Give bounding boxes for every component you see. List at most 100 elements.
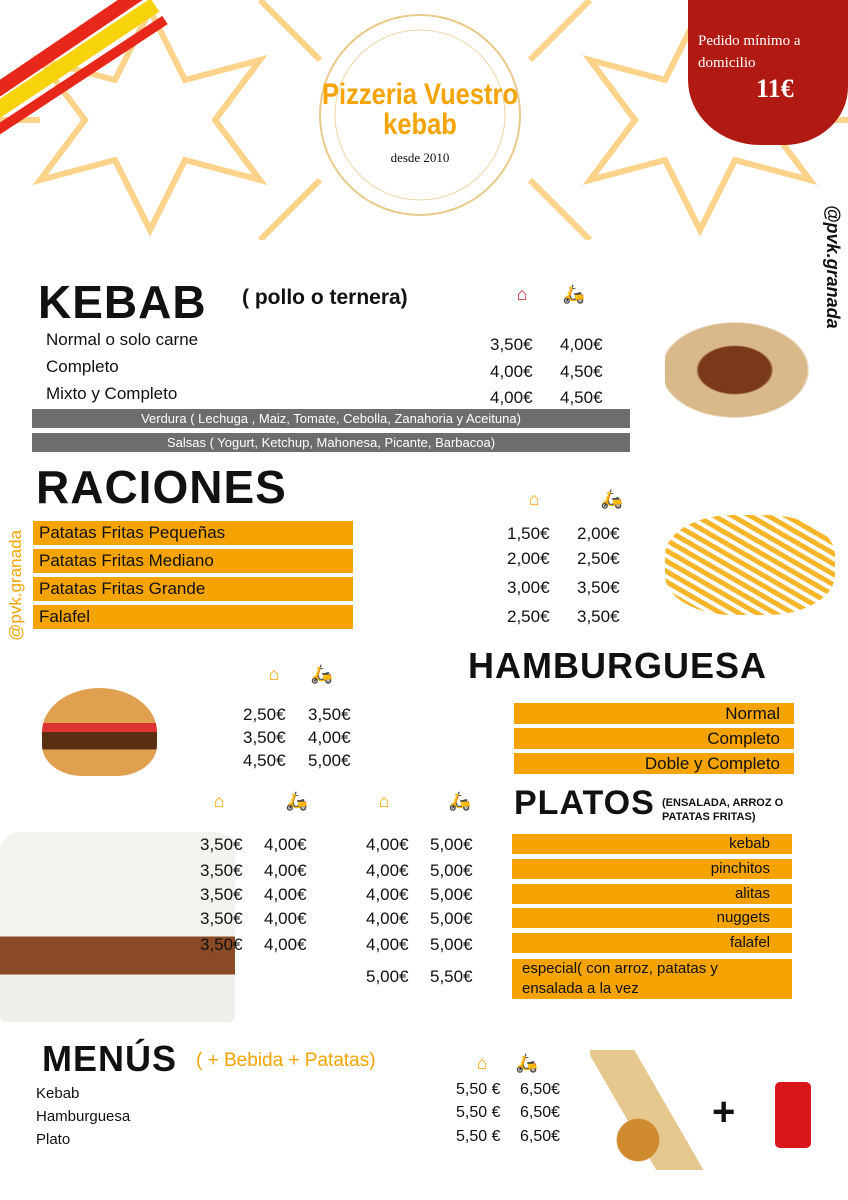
house-icon: ⌂ (528, 488, 540, 509)
price: 3,50€ (577, 578, 620, 597)
price: 5,50€ (430, 967, 473, 986)
price: 5,50 € (456, 1128, 501, 1145)
price: 5,50 € (456, 1081, 501, 1098)
price: 4,00€ (308, 728, 351, 747)
soda-can-image (775, 1082, 811, 1148)
min-order-label: Pedido mínimo a domicilio (698, 33, 801, 71)
min-order-badge: Pedido mínimo a domicilio 11€ (688, 0, 848, 145)
price: 5,00€ (308, 751, 351, 770)
delivery-scooter-icon: 🛵 (600, 488, 624, 509)
menus-item-1: Hamburguesa (36, 1108, 131, 1125)
logo-title: Pizzeria Vuestro kebab (321, 78, 519, 141)
fries-image (665, 515, 835, 615)
price: 4,00€ (366, 885, 409, 904)
kebab-title: KEBAB (38, 276, 207, 328)
platos-item-3: nuggets (512, 908, 792, 928)
kebab-item-2: Mixto y Completo (46, 384, 178, 403)
price: 2,50€ (507, 607, 550, 626)
takeaway-box-image (0, 832, 235, 1022)
raciones-item-1: Patatas Fritas Mediano (33, 549, 353, 573)
price: 2,00€ (577, 524, 620, 543)
header-pattern (0, 0, 848, 240)
platos-item-4: falafel (512, 933, 792, 953)
platos-item-1: pinchitos (512, 859, 792, 879)
hamburguesa-item-1: Completo (514, 728, 794, 749)
price: 6,50€ (520, 1128, 561, 1145)
kebab-subtitle: ( pollo o ternera) (242, 286, 408, 309)
price: 3,50€ (308, 705, 351, 724)
price: 5,00€ (366, 967, 409, 986)
price: 4,50€ (560, 362, 603, 381)
menus-subtitle: ( + Bebida + Patatas) (196, 1050, 376, 1071)
price: 4,00€ (264, 935, 307, 954)
price: 3,50€ (200, 935, 243, 954)
price: 5,00€ (430, 835, 473, 854)
price: 4,00€ (264, 885, 307, 904)
price: 2,50€ (243, 705, 286, 724)
price: 4,00€ (264, 835, 307, 854)
price: 4,00€ (366, 835, 409, 854)
delivery-scooter-icon: 🛵 (285, 790, 309, 811)
price: 5,50 € (456, 1104, 501, 1121)
platos-item-5: especial( con arroz, patatas y ensalada … (512, 959, 792, 999)
raciones-item-2: Patatas Fritas Grande (33, 577, 353, 601)
kebab-item-0: Normal o solo carne (46, 330, 199, 349)
house-icon: ⌂ (268, 663, 280, 684)
price: 3,50€ (200, 885, 243, 904)
menu-combo-image (590, 1050, 710, 1170)
price: 3,50€ (200, 835, 243, 854)
kebab-note-vegetables: Verdura ( Lechuga , Maiz, Tomate, Ceboll… (32, 409, 630, 428)
kebab-item-1: Completo (46, 357, 119, 376)
price: 4,50€ (560, 388, 603, 407)
menus-item-2: Plato (36, 1131, 71, 1148)
price: 2,00€ (507, 549, 550, 568)
house-icon: ⌂ (213, 790, 225, 811)
price: 4,00€ (366, 909, 409, 928)
price: 4,50€ (243, 751, 286, 770)
price: 3,50€ (200, 909, 243, 928)
platos-subtitle: (ENSALADA, ARROZ O PATATAS FRITAS) (662, 797, 784, 823)
price: 4,00€ (366, 935, 409, 954)
hamburguesa-item-0: Normal (514, 703, 794, 724)
delivery-scooter-icon: 🛵 (310, 663, 334, 684)
delivery-scooter-icon: 🛵 (515, 1052, 539, 1073)
price: 6,50€ (520, 1081, 561, 1098)
price: 2,50€ (577, 549, 620, 568)
social-handle-left: @pvk.granada (6, 530, 25, 641)
hamburguesa-title: HAMBURGUESA (468, 645, 767, 686)
price: 3,50€ (577, 607, 620, 626)
delivery-scooter-icon: 🛵 (562, 283, 586, 304)
price: 1,50€ (507, 524, 550, 543)
price: 4,00€ (490, 388, 533, 407)
raciones-title: RACIONES (36, 461, 287, 513)
price: 5,00€ (430, 885, 473, 904)
price: 4,00€ (264, 909, 307, 928)
platos-item-2: alitas (512, 884, 792, 904)
house-icon: ⌂ (516, 283, 528, 304)
platos-title: PLATOS (514, 784, 655, 822)
price: 3,50€ (243, 728, 286, 747)
raciones-item-3: Falafel (33, 605, 353, 629)
menus-title: MENÚS (42, 1038, 178, 1079)
price: 4,00€ (264, 861, 307, 880)
price: 3,50€ (200, 861, 243, 880)
house-icon: ⌂ (476, 1052, 488, 1073)
hamburguesa-item-2: Doble y Completo (514, 753, 794, 774)
burger-image (42, 688, 157, 776)
price: 5,00€ (430, 909, 473, 928)
kebab-wrap-image (665, 315, 820, 425)
menus-item-0: Kebab (36, 1085, 80, 1102)
house-icon: ⌂ (378, 790, 390, 811)
price: 4,00€ (490, 362, 533, 381)
logo-subtitle: desde 2010 (390, 150, 450, 165)
kebab-note-sauces: Salsas ( Yogurt, Ketchup, Mahonesa, Pica… (32, 433, 630, 452)
price: 3,00€ (507, 578, 550, 597)
price: 6,50€ (520, 1104, 561, 1121)
plus-sign: + (712, 1090, 736, 1134)
price: 4,00€ (366, 861, 409, 880)
price: 4,00€ (560, 335, 603, 354)
price: 3,50€ (490, 335, 533, 354)
price: 5,00€ (430, 935, 473, 954)
raciones-item-0: Patatas Fritas Pequeñas (33, 521, 353, 545)
social-handle-right: @pvk.granada (823, 205, 843, 329)
